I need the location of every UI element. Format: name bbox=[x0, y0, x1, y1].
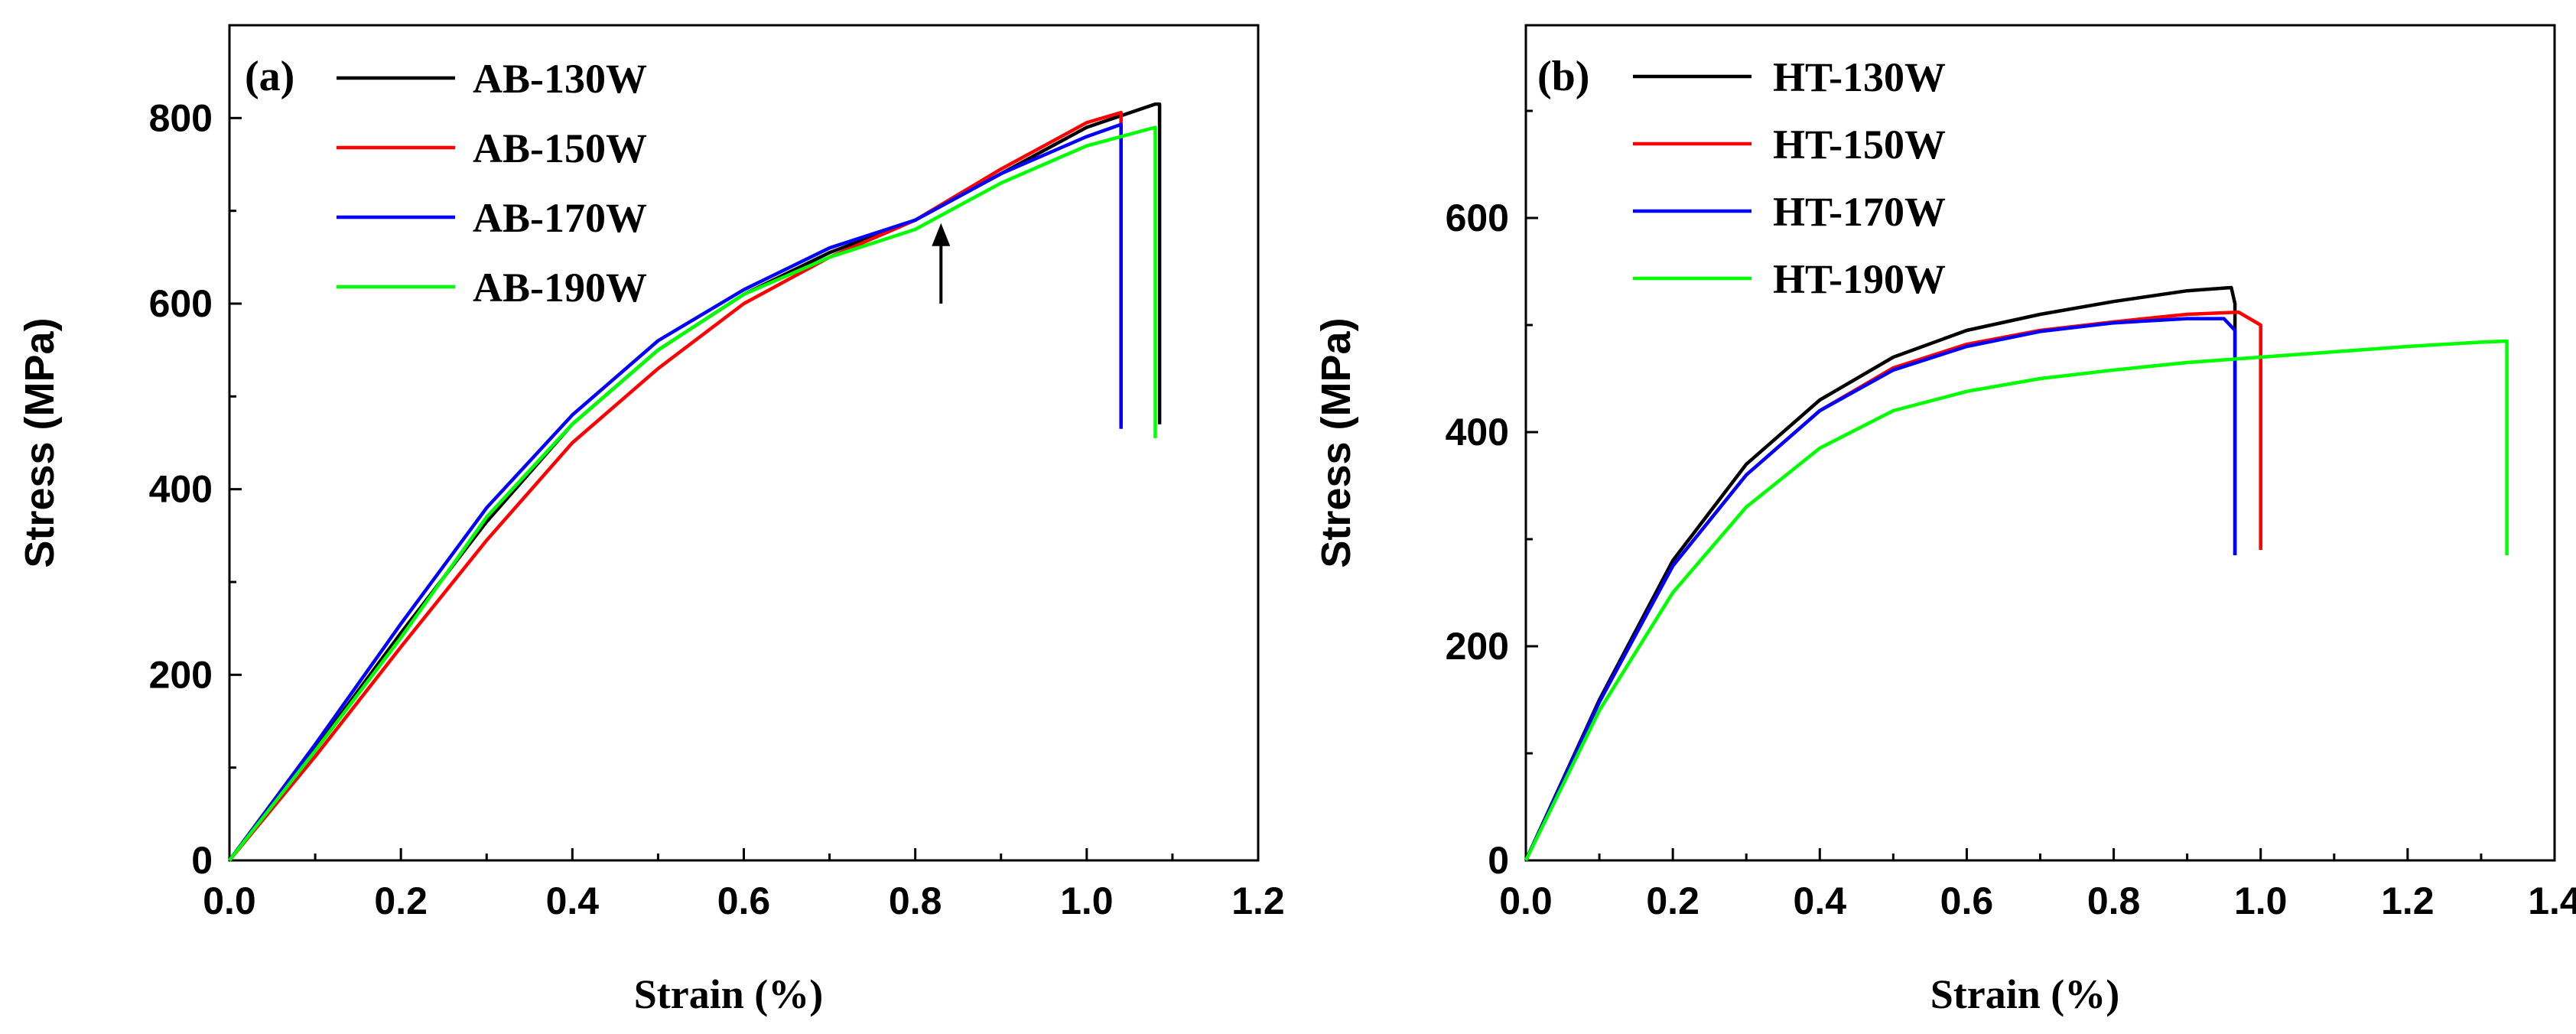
legend-label: AB-170W bbox=[473, 195, 647, 241]
plot-frame bbox=[228, 24, 1260, 862]
x-tick-label: 0.8 bbox=[889, 880, 942, 922]
y-tick-label: 600 bbox=[1446, 197, 1509, 239]
plot-frame bbox=[1524, 24, 2556, 862]
legend-label: HT-150W bbox=[1773, 122, 1946, 167]
x-tick-label: 0.8 bbox=[2087, 880, 2141, 922]
y-tick-label: 400 bbox=[149, 468, 213, 511]
series-line-HT-130W bbox=[1524, 285, 2237, 861]
x-tick-label: 1.0 bbox=[2234, 880, 2288, 922]
x-tick-label: 0.2 bbox=[374, 880, 428, 922]
series-line-AB-170W bbox=[228, 122, 1123, 862]
x-axis-title: Strain (%) bbox=[1930, 971, 2119, 1017]
y-tick-label: 200 bbox=[1446, 625, 1509, 668]
x-tick-label: 0.2 bbox=[1646, 880, 1699, 922]
x-axis-title: Strain (%) bbox=[634, 971, 823, 1017]
panel-label: (b) bbox=[1537, 53, 1589, 100]
series-line-HT-190W bbox=[1524, 339, 2509, 861]
series-line-HT-150W bbox=[1524, 310, 2262, 861]
x-tick-label: 0.0 bbox=[203, 880, 256, 922]
legend-label: AB-190W bbox=[473, 265, 647, 311]
series-line-AB-150W bbox=[228, 110, 1123, 862]
series-line-AB-190W bbox=[228, 125, 1157, 862]
y-tick-label: 0 bbox=[191, 839, 213, 882]
y-tick-label: 200 bbox=[149, 653, 213, 696]
series-line-AB-130W bbox=[228, 102, 1162, 862]
x-tick-label: 1.4 bbox=[2528, 880, 2576, 922]
legend-label: AB-130W bbox=[473, 56, 647, 102]
x-tick-label: 0.0 bbox=[1499, 880, 1553, 922]
chart-a: 0.0 0.2 0.4 0.6 0.8 1.0 1.2 0 200 400 600 800 Strain… bbox=[17, 24, 1285, 1017]
x-tick-label: 0.6 bbox=[717, 880, 771, 922]
legend-label: AB-150W bbox=[473, 125, 647, 171]
chart-b: 0.0 0.2 0.4 0.6 0.8 1.0 1.2 1.4 0 200 400 600 Strain… bbox=[1313, 24, 2576, 1017]
y-axis-title: Stress (MPa) bbox=[1313, 317, 1359, 567]
x-tick-label: 0.6 bbox=[1940, 880, 1994, 922]
x-tick-label: 1.2 bbox=[1231, 880, 1285, 922]
y-tick-label: 600 bbox=[149, 282, 213, 325]
x-tick-label: 1.0 bbox=[1060, 880, 1114, 922]
annotation-arrowhead bbox=[932, 223, 951, 246]
legend-label: HT-130W bbox=[1773, 54, 1946, 100]
x-tick-label: 1.2 bbox=[2381, 880, 2435, 922]
x-tick-label: 0.4 bbox=[1794, 880, 1847, 922]
y-tick-label: 400 bbox=[1446, 411, 1509, 454]
y-axis-title: Stress (MPa) bbox=[17, 317, 63, 567]
y-tick-label: 800 bbox=[149, 96, 213, 139]
legend-label: HT-190W bbox=[1773, 256, 1946, 302]
legend-label: HT-170W bbox=[1773, 189, 1946, 235]
x-tick-label: 0.4 bbox=[546, 880, 600, 922]
panel-label: (a) bbox=[245, 53, 294, 100]
y-tick-label: 0 bbox=[1488, 839, 1509, 882]
series-line-HT-170W bbox=[1524, 317, 2237, 861]
